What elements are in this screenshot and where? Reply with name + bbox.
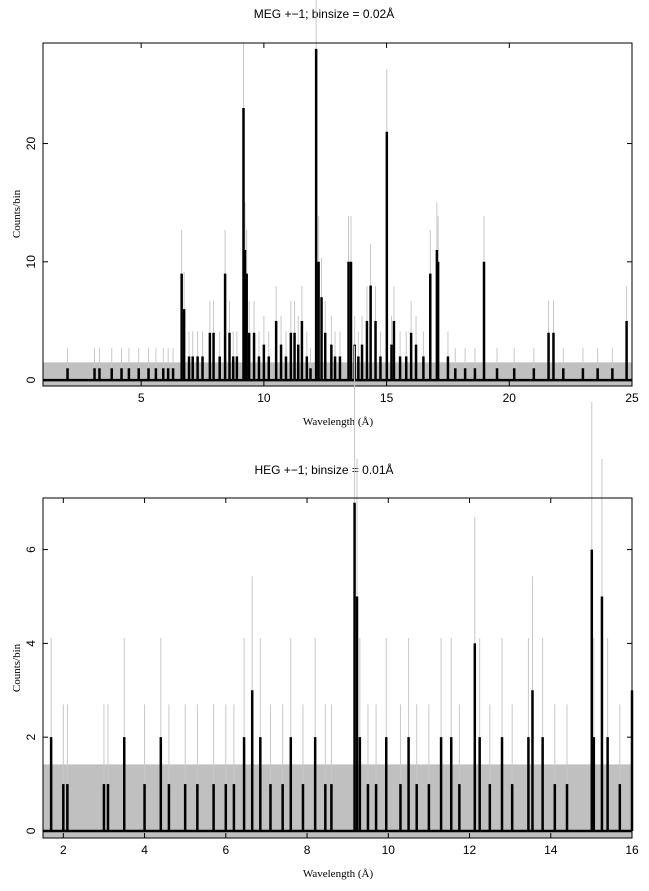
heg-x-tick-label: 8	[304, 843, 311, 857]
heg-x-tick-label: 10	[382, 843, 396, 857]
meg-x-tick-label: 5	[138, 391, 145, 405]
heg-x-axis-label: Wavelength (Å)	[303, 868, 374, 880]
meg-panel: MEG +−1; binsize = 0.02Å 5 10 15 20 25 0 10 20…	[11, 0, 639, 428]
heg-x-tick-label: 16	[625, 843, 639, 857]
heg-y-tick-label: 6	[24, 546, 38, 553]
meg-x-ticks: 5 10 15 20 25	[138, 43, 639, 405]
meg-x-tick-label: 15	[380, 391, 394, 405]
meg-plot-frame	[42, 42, 633, 387]
meg-y-ticks: 0 10 20	[24, 137, 632, 383]
heg-y-axis-label: Counts/bin	[11, 643, 23, 692]
heg-background-band	[43, 764, 632, 838]
meg-background-band	[43, 362, 632, 386]
meg-y-axis-label: Counts/bin	[11, 189, 23, 238]
heg-x-tick-label: 4	[141, 843, 148, 857]
heg-panel: HEG +−1; binsize = 0.01Å 2 4 6 8 10 12 14 16 0 2…	[11, 345, 639, 880]
heg-x-tick-label: 2	[60, 843, 67, 857]
heg-x-tick-label: 14	[544, 843, 558, 857]
meg-x-axis-label: Wavelength (Å)	[303, 416, 374, 428]
meg-y-tick-label: 20	[24, 137, 38, 151]
heg-y-tick-label: 2	[24, 734, 38, 741]
heg-x-tick-label: 12	[463, 843, 477, 857]
heg-data-series	[43, 502, 634, 833]
heg-x-ticks: 2 4 6 8 10 12 14 16	[60, 498, 639, 857]
meg-title: MEG +−1; binsize = 0.02Å	[254, 6, 394, 21]
heg-x-tick-label: 6	[222, 843, 229, 857]
meg-y-tick-label: 10	[24, 255, 38, 269]
meg-error-bars	[67, 0, 628, 381]
heg-title: HEG +−1; binsize = 0.01Å	[254, 462, 393, 477]
heg-y-tick-label: 4	[24, 640, 38, 647]
meg-x-tick-label: 20	[503, 391, 517, 405]
meg-x-tick-label: 10	[257, 391, 271, 405]
meg-x-tick-label: 25	[625, 391, 639, 405]
heg-y-ticks: 0 2 4 6	[24, 546, 632, 834]
heg-plot-frame	[42, 497, 633, 839]
heg-y-tick-label: 0	[24, 827, 38, 834]
meg-data-series	[43, 48, 632, 382]
meg-y-tick-label: 0	[24, 376, 38, 383]
